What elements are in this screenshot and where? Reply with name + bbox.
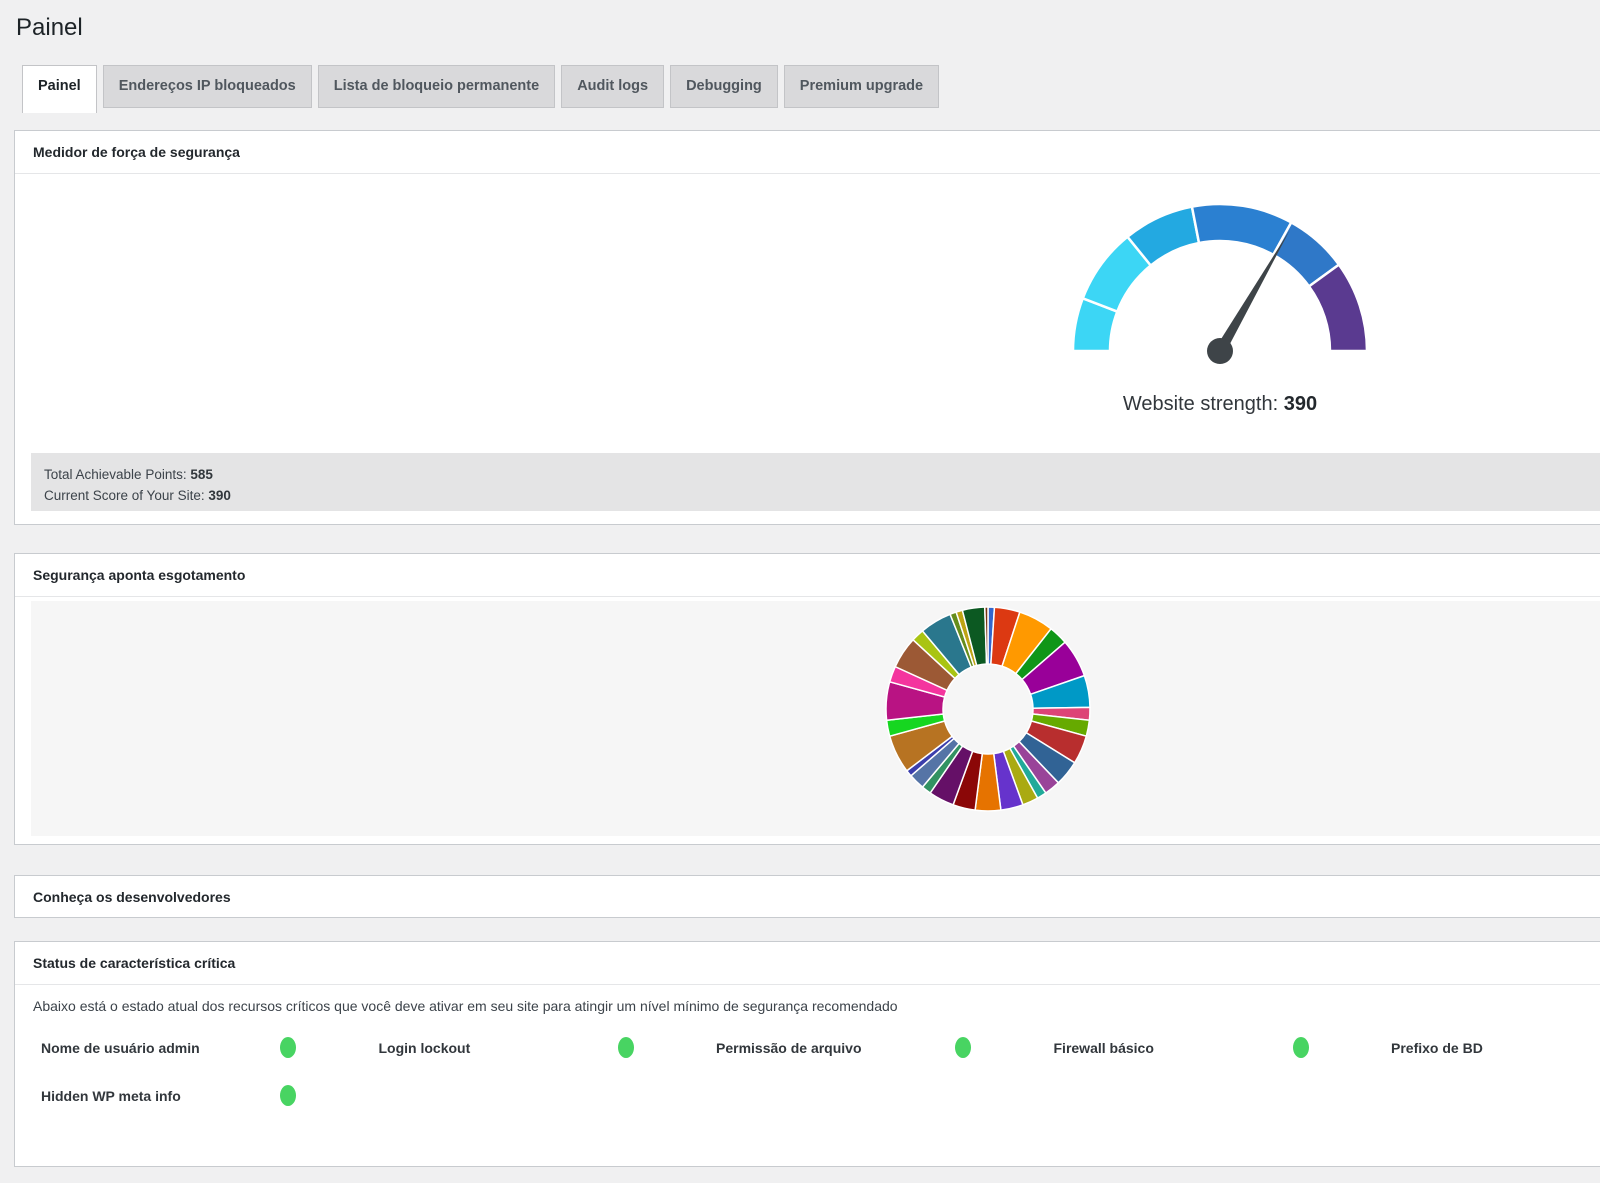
feature-status-item: Hidden WP meta info: [41, 1085, 379, 1107]
current-score-label: Current Score of Your Site:: [44, 488, 205, 503]
tab-painel[interactable]: Painel: [22, 65, 97, 113]
feature-status-item: Permissão de arquivo: [716, 1037, 1054, 1059]
current-score-line: Current Score of Your Site: 390: [44, 485, 1585, 506]
score-summary-bar: Total Achievable Points: 585 Current Sco…: [31, 453, 1600, 511]
security-points-donut-chart: [885, 606, 1091, 812]
total-points-value: 585: [190, 467, 213, 482]
feature-status-item: Firewall básico: [1054, 1037, 1392, 1059]
feature-status-item: Prefixo de BD: [1391, 1037, 1600, 1059]
status-on-indicator: [1292, 1037, 1309, 1058]
page-title: Painel: [16, 14, 83, 41]
critical-feature-status-title: Status de característica crítica: [33, 955, 236, 971]
tab-lista-de-bloqueio-permanente[interactable]: Lista de bloqueio permanente: [317, 65, 556, 108]
status-on-indicator: [280, 1037, 296, 1058]
total-points-line: Total Achievable Points: 585: [44, 464, 1585, 485]
feature-label: Permissão de arquivo: [716, 1040, 862, 1056]
status-on-indicator: [280, 1085, 296, 1106]
critical-feature-status-header[interactable]: Status de característica crítica: [15, 942, 1600, 985]
feature-label: Login lockout: [378, 1040, 471, 1056]
feature-label: Firewall básico: [1053, 1040, 1154, 1056]
feature-label: Prefixo de BD: [1391, 1040, 1483, 1056]
website-strength-label: Website strength:: [1122, 393, 1279, 415]
critical-feature-status-box: Status de característica crítica Abaixo …: [14, 941, 1600, 1167]
website-strength-value: 390: [1283, 393, 1318, 415]
tab-endere-os-ip-bloqueados[interactable]: Endereços IP bloqueados: [102, 65, 312, 108]
security-points-breakdown-box: Segurança aponta esgotamento: [14, 553, 1600, 845]
critical-feature-grid: Nome de usuário admin Login lockout Permis…: [41, 1037, 1600, 1107]
security-strength-meter-title: Medidor de força de segurança: [33, 144, 240, 160]
feature-label: Nome de usuário admin: [41, 1040, 200, 1056]
tab-audit-logs[interactable]: Audit logs: [561, 65, 665, 108]
critical-feature-description: Abaixo está o estado atual dos recursos …: [33, 998, 898, 1014]
meet-developers-header[interactable]: Conheça os desenvolvedores: [15, 876, 1600, 918]
breakdown-chart-area: [31, 601, 1600, 836]
tab-bar: Painel Endereços IP bloqueados Lista de bl…: [22, 65, 940, 113]
current-score-value: 390: [208, 488, 231, 503]
meet-developers-title: Conheça os desenvolvedores: [33, 889, 231, 905]
total-points-label: Total Achievable Points:: [44, 467, 187, 482]
security-points-breakdown-header[interactable]: Segurança aponta esgotamento: [15, 554, 1600, 597]
tab-debugging[interactable]: Debugging: [670, 65, 778, 108]
status-on-indicator: [955, 1037, 971, 1058]
feature-label: Hidden WP meta info: [41, 1088, 181, 1104]
feature-status-item: Login lockout: [379, 1037, 717, 1059]
security-points-breakdown-title: Segurança aponta esgotamento: [33, 567, 246, 583]
security-strength-meter-box: Medidor de força de segurança Website st…: [14, 130, 1600, 525]
strength-gauge-wrap: Website strength: 390: [1055, 201, 1385, 416]
feature-status-item: Nome de usuário admin: [41, 1037, 379, 1059]
tab-premium-upgrade[interactable]: Premium upgrade: [783, 65, 940, 108]
website-strength-text: Website strength: 390: [1055, 393, 1385, 416]
status-on-indicator: [617, 1037, 634, 1058]
meet-developers-box: Conheça os desenvolvedores: [14, 875, 1600, 918]
security-strength-gauge: [1071, 202, 1369, 364]
security-strength-meter-header[interactable]: Medidor de força de segurança: [15, 131, 1600, 174]
